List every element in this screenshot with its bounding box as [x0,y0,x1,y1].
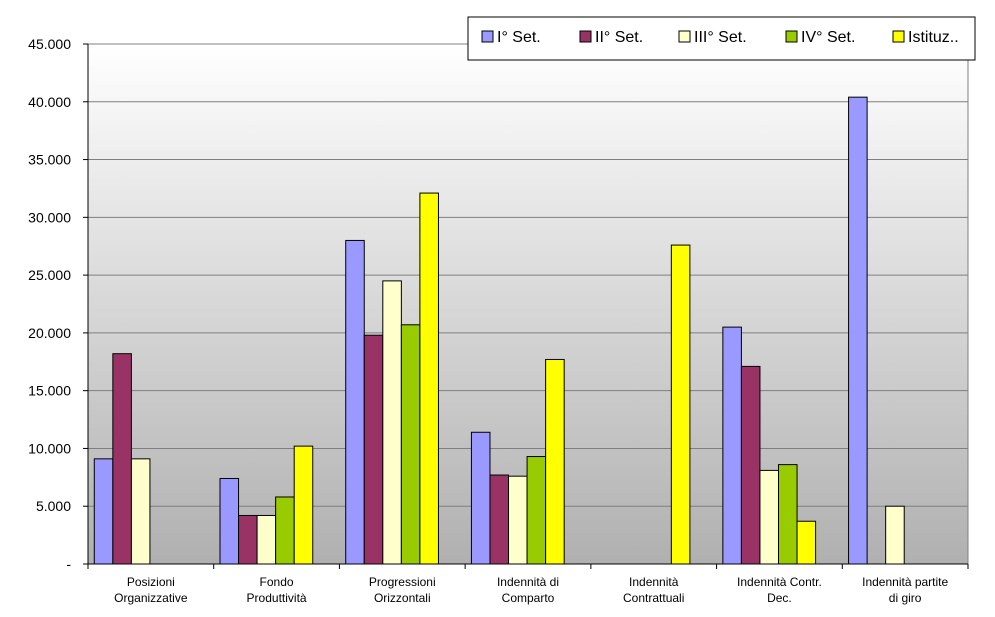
legend-label-4: Istituz.. [908,29,959,46]
x-tick-label-line: Indennità Contr. [737,575,822,589]
x-tick-label-line: Indennità partite [862,575,948,589]
x-tick-label-line: Indennità [629,575,679,589]
bar-s4-c4 [670,244,691,565]
x-tick-label-line: Fondo [260,575,294,589]
bar-s0-c6 [848,96,868,565]
bar-s2-c3 [508,475,528,565]
bar-s3-c1 [275,496,295,565]
x-tick-label-line: Orizzontali [374,591,431,605]
x-tick-label-line: Produttività [247,591,307,605]
bar-s1-c1 [238,514,258,565]
bar-s3-c2 [400,324,421,565]
bars [93,96,905,565]
bar-s2-c2 [382,280,402,565]
bar-s4-c1 [293,445,314,565]
bar-s2-c1 [256,514,277,565]
x-tick-label-0: Posizioni Organizzative [114,575,188,605]
legend-swatch-4 [892,30,905,43]
legend-box [467,16,976,61]
bar-s2-c6 [885,505,905,565]
y-tick-label-8: 40.000 [28,94,71,110]
legend-label-1: II° Set. [595,29,643,46]
bar-s2-c0 [130,458,151,565]
legend-label-2: III° Set. [694,29,747,46]
bar-s0-c5 [722,326,742,565]
bar-s3-c3 [526,456,547,565]
bar-s0-c3 [470,431,491,565]
bar-s4-c2 [419,192,439,565]
x-tick-label-line: Posizioni [127,575,175,589]
y-tick-label-9: 45.000 [28,36,71,52]
x-tick-label-5: Indennità Contr. Dec. [737,575,822,605]
legend-swatch-0 [481,30,494,43]
y-tick-label-0: - [66,556,71,572]
legend: I° Set. II° Set. III° Set. IV° Set. Istituz.… [467,16,976,61]
x-tick-label-2: Progressioni Orizzontali [369,575,436,605]
bar-s1-c3 [489,474,510,565]
legend-swatch-3 [785,30,798,43]
bar-s1-c0 [112,353,132,565]
x-tick-label-1: Fondo Produttività [247,575,307,605]
legend-label-3: IV° Set. [801,29,855,46]
legend-swatch-1 [579,30,592,43]
x-tick-label-line: Indennità di [497,575,559,589]
x-tick-label-line: di giro [889,591,922,605]
y-tick-label-1: 5.000 [36,498,71,514]
bar-s0-c2 [345,239,365,565]
x-tick-label-6: Indennità partite di giro [862,575,948,605]
x-tick-label-line: Organizzative [114,591,188,605]
x-tick-label-line: Contrattuali [623,591,684,605]
legend-swatch-2 [678,30,691,43]
x-tick-label-4: Indennità Contrattuali [623,575,684,605]
bar-s4-c5 [796,520,817,565]
y-axis: - 5.000 10.000 15.000 20.000 25.000 30.000 35.0… [28,36,89,572]
x-tick-label-line: Progressioni [369,575,436,589]
x-tick-label-3: Indennità di Comparto [497,575,559,605]
bar-s1-c2 [363,334,384,565]
x-axis: Posizioni Organizzative Fondo Produttività P… [87,563,969,605]
bar-s1-c5 [740,365,761,565]
y-tick-label-4: 20.000 [28,325,71,341]
legend-label-0: I° Set. [497,29,541,46]
x-tick-label-line: Dec. [767,591,792,605]
y-tick-label-3: 15.000 [28,383,71,399]
y-tick-label-5: 25.000 [28,267,71,283]
bar-s0-c0 [93,458,114,565]
bar-s3-c5 [778,464,798,565]
x-tick-label-line: Comparto [502,591,555,605]
y-tick-label-2: 10.000 [28,440,71,456]
bar-s0-c1 [219,477,240,565]
bar-s4-c3 [545,358,565,565]
y-tick-label-7: 35.000 [28,152,71,168]
bar-s2-c5 [759,469,780,565]
y-tick-label-6: 30.000 [28,209,71,225]
